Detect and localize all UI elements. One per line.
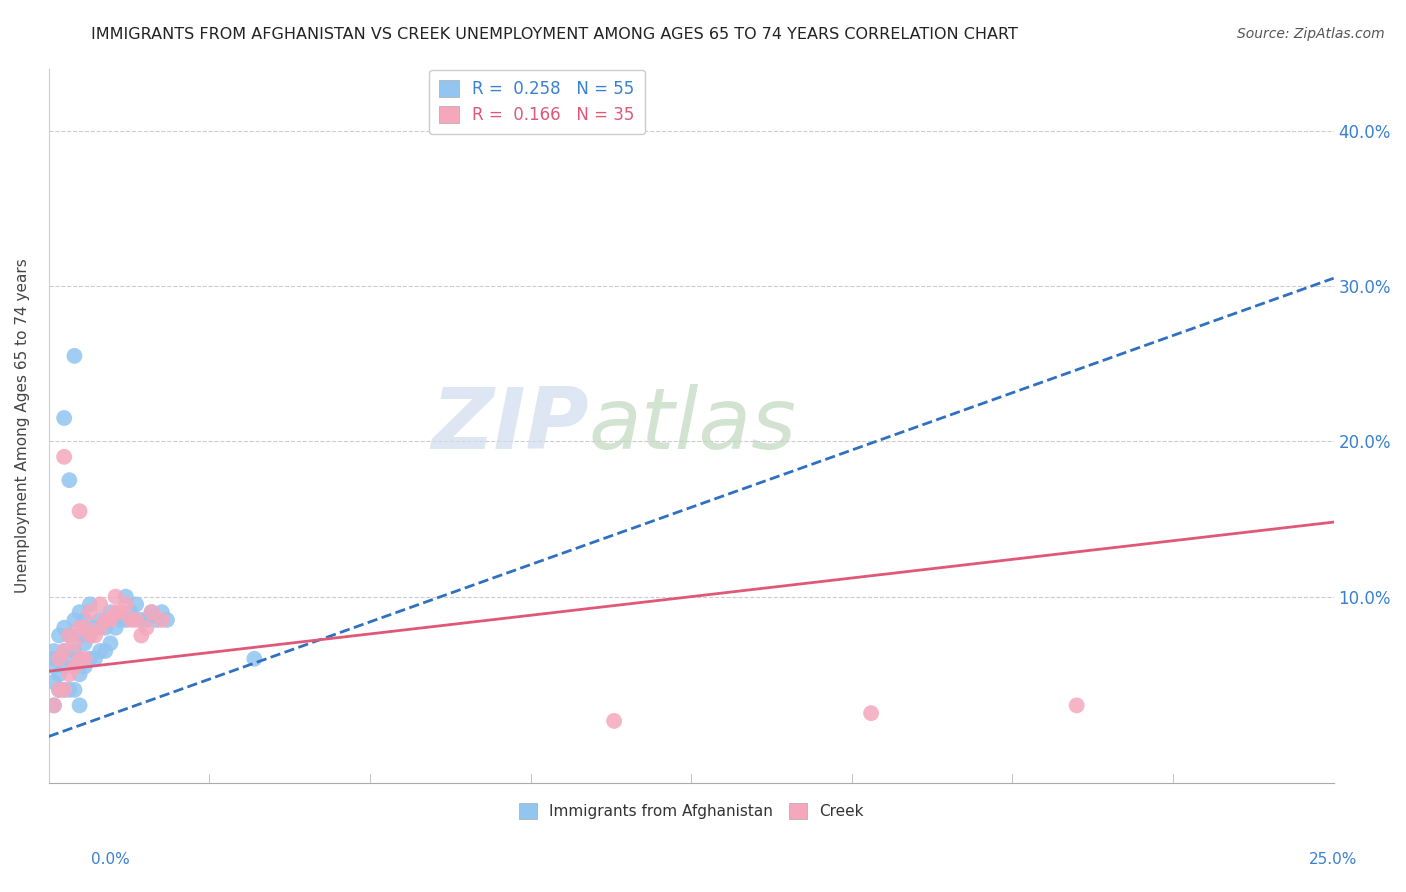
Point <box>53 659 76 673</box>
Point <box>135 613 157 627</box>
Point <box>63 682 86 697</box>
Point <box>79 628 101 642</box>
Point <box>94 621 117 635</box>
Point <box>94 613 117 627</box>
Point <box>53 682 76 697</box>
Point <box>42 698 65 713</box>
Point <box>42 675 65 690</box>
Point <box>89 621 111 635</box>
Text: Source: ZipAtlas.com: Source: ZipAtlas.com <box>1237 27 1385 41</box>
Point <box>69 652 91 666</box>
Point <box>69 652 91 666</box>
Point <box>63 659 86 673</box>
Point <box>69 621 91 635</box>
Text: IMMIGRANTS FROM AFGHANISTAN VS CREEK UNEMPLOYMENT AMONG AGES 65 TO 74 YEARS CORR: IMMIGRANTS FROM AFGHANISTAN VS CREEK UNE… <box>91 27 1018 42</box>
Point <box>110 613 132 627</box>
Point <box>100 613 122 627</box>
Point <box>53 450 76 464</box>
Point <box>84 621 107 635</box>
Point <box>73 621 96 635</box>
Point <box>120 605 142 619</box>
Point <box>125 598 148 612</box>
Point <box>129 628 152 642</box>
Point <box>53 621 76 635</box>
Legend: Immigrants from Afghanistan, Creek: Immigrants from Afghanistan, Creek <box>513 797 870 825</box>
Point <box>603 714 626 728</box>
Point <box>150 605 173 619</box>
Point <box>135 621 157 635</box>
Point <box>42 659 65 673</box>
Point <box>89 598 111 612</box>
Point <box>63 636 86 650</box>
Point <box>63 349 86 363</box>
Point <box>58 628 80 642</box>
Point <box>860 706 883 720</box>
Point <box>63 659 86 673</box>
Point <box>48 652 70 666</box>
Point <box>58 473 80 487</box>
Point <box>58 682 80 697</box>
Point <box>84 628 107 642</box>
Point <box>53 682 76 697</box>
Text: atlas: atlas <box>588 384 796 467</box>
Point <box>141 605 163 619</box>
Point <box>48 667 70 681</box>
Point <box>73 659 96 673</box>
Point <box>42 698 65 713</box>
Point <box>141 605 163 619</box>
Point <box>48 652 70 666</box>
Point <box>145 613 167 627</box>
Point <box>79 628 101 642</box>
Point <box>84 652 107 666</box>
Point <box>42 652 65 666</box>
Point <box>73 652 96 666</box>
Point <box>69 698 91 713</box>
Point <box>69 667 91 681</box>
Point <box>58 652 80 666</box>
Point <box>110 605 132 619</box>
Point <box>42 644 65 658</box>
Point <box>63 613 86 627</box>
Y-axis label: Unemployment Among Ages 65 to 74 years: Unemployment Among Ages 65 to 74 years <box>15 259 30 593</box>
Point <box>48 628 70 642</box>
Point <box>104 605 127 619</box>
Text: 0.0%: 0.0% <box>91 852 131 867</box>
Point <box>125 613 148 627</box>
Point <box>115 598 138 612</box>
Point <box>100 605 122 619</box>
Point <box>48 682 70 697</box>
Point <box>115 590 138 604</box>
Point <box>73 636 96 650</box>
Point <box>53 644 76 658</box>
Point <box>69 628 91 642</box>
Point <box>89 644 111 658</box>
Point <box>104 621 127 635</box>
Point <box>58 628 80 642</box>
Point <box>48 682 70 697</box>
Text: 25.0%: 25.0% <box>1309 852 1357 867</box>
Point <box>63 644 86 658</box>
Point <box>69 504 91 518</box>
Point <box>129 613 152 627</box>
Point <box>79 652 101 666</box>
Point <box>94 644 117 658</box>
Point <box>79 598 101 612</box>
Point <box>150 613 173 627</box>
Point <box>120 613 142 627</box>
Point <box>69 605 91 619</box>
Point <box>79 605 101 619</box>
Point <box>156 613 179 627</box>
Point <box>58 667 80 681</box>
Point <box>115 613 138 627</box>
Text: ZIP: ZIP <box>430 384 588 467</box>
Point <box>243 652 266 666</box>
Point <box>53 644 76 658</box>
Point <box>89 613 111 627</box>
Point <box>104 590 127 604</box>
Point <box>73 613 96 627</box>
Point <box>100 636 122 650</box>
Point <box>1066 698 1088 713</box>
Point <box>53 411 76 425</box>
